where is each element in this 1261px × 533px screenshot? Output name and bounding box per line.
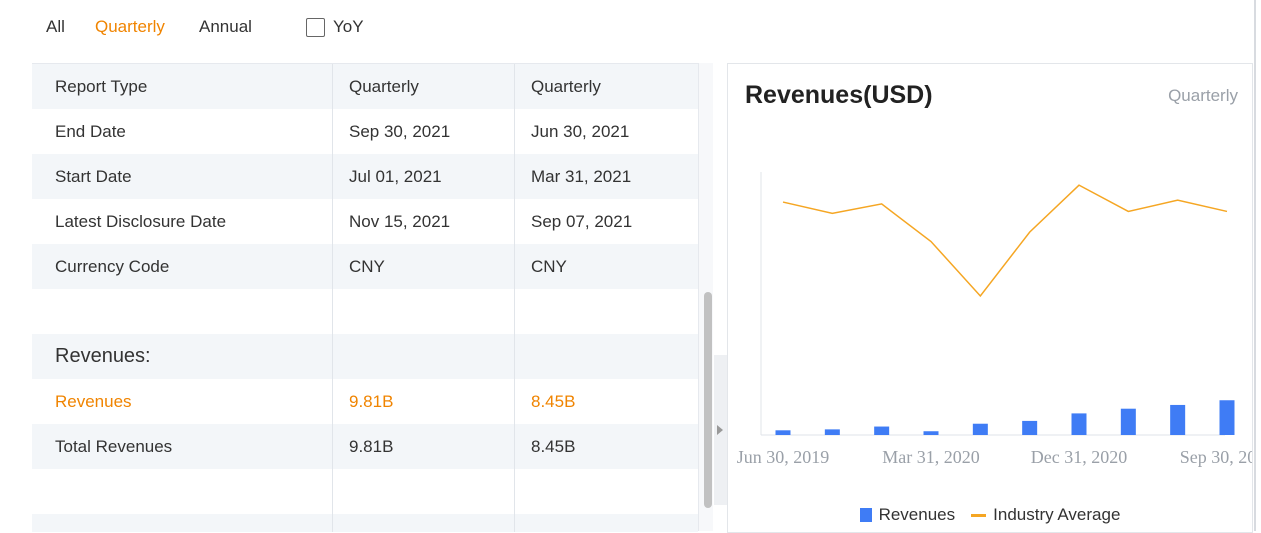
table-row[interactable]: Currency Code CNY CNY [32,244,698,289]
legend-revenues-label: Revenues [878,505,956,524]
yoy-checkbox[interactable] [306,17,325,37]
value-q1: Jul 01, 2021 [333,154,515,199]
revenue-bar [1022,420,1038,435]
row-label [32,469,333,514]
value-q2: 8.45B [531,391,576,411]
row-label: Revenues [32,379,333,424]
x-tick-label: Jun 30, 2019 [737,447,830,467]
row-label [32,289,333,334]
value-q1 [333,289,515,334]
revenue-bar [972,423,988,435]
revenue-bar [874,426,890,435]
row-label: Latest Disclosure Date [32,199,333,244]
row-label: Revenues: [32,334,333,379]
table-row[interactable]: Revenues 9.81B 8.45B [32,379,698,424]
bar-swatch-icon [859,508,872,522]
legend-revenues[interactable]: Revenues [859,505,956,525]
table-row[interactable]: Start Date Jul 01, 2021 Mar 31, 2021 [32,154,698,199]
financial-table: Report Type Quarterly Quarterly End Date Sep… [32,63,698,532]
revenue-bar [1170,404,1186,435]
revenue-bar [923,431,939,435]
table-row[interactable]: Revenues: [32,334,698,379]
value-q1: 9.81B [333,424,515,469]
yoy-label: YoY [333,17,364,36]
chart-panel: Revenues(USD) Quarterly Jun 30, 2019 Mar … [727,63,1253,533]
value-q1: Nov 15, 2021 [333,199,515,244]
yoy-toggle[interactable]: YoY [306,17,364,37]
tab-all[interactable]: All [46,17,65,36]
revenue-bar [1120,408,1136,435]
window-edge [1254,0,1256,531]
row-label: Total Revenues [32,424,333,469]
value-q2: Mar 31, 2021 [531,166,632,186]
value-q2: Sep 07, 2021 [531,211,633,231]
value-q2 [515,514,698,532]
value-q1 [333,514,515,532]
table-row[interactable]: Report Type Quarterly Quarterly [32,64,698,109]
value-q2 [515,289,698,334]
legend-industry-average[interactable]: Industry Average [971,505,1120,525]
row-label: Currency Code [32,244,333,289]
chart-legend: Revenues Industry Average [728,505,1252,525]
table-row[interactable]: Latest Disclosure Date Nov 15, 2021 Sep 07… [32,199,698,244]
table-scrollbar-thumb[interactable] [704,292,712,508]
revenue-bar [824,429,840,435]
row-label: Start Date [32,154,333,199]
value-q1: CNY [333,244,515,289]
value-q1: Sep 30, 2021 [333,109,515,154]
tab-quarterly[interactable]: Quarterly [95,17,165,36]
chart-period-label: Quarterly [1168,86,1238,105]
value-q1 [333,469,515,514]
value-q1 [333,334,515,379]
value-q2 [515,334,698,379]
chart-title: Revenues(USD) [745,81,933,109]
legend-industry-average-label: Industry Average [993,505,1121,524]
line-swatch-icon [971,513,987,517]
table-row [32,514,698,532]
value-q2: 8.45B [531,436,576,456]
table-row [32,469,698,514]
revenue-bar [1219,400,1235,435]
value-q1: 9.81B [333,379,515,424]
revenue-bar [1071,413,1087,435]
x-tick-label: Mar 31, 2020 [882,447,980,467]
x-tick-label: Dec 31, 2020 [1031,447,1127,467]
table-row [32,289,698,334]
value-q1: Quarterly [333,64,515,109]
value-q2: Jun 30, 2021 [531,121,630,141]
value-q2: Quarterly [531,76,601,96]
period-tabs: All Quarterly Annual YoY [0,0,720,56]
table-row[interactable]: Total Revenues 9.81B 8.45B [32,424,698,469]
revenues-chart: Jun 30, 2019 Mar 31, 2020 Dec 31, 2020 Sep … [737,172,1252,467]
row-label [32,514,333,532]
row-label: Report Type [32,64,333,109]
revenue-bar [775,430,791,435]
panel-splitter[interactable] [714,355,728,505]
row-label: End Date [32,109,333,154]
table-row[interactable]: End Date Sep 30, 2021 Jun 30, 2021 [32,109,698,154]
collapse-arrow-icon[interactable] [717,425,723,435]
value-q2 [515,469,698,514]
value-q2: CNY [531,256,567,276]
industry-average-line [782,184,1228,298]
x-tick-label: Sep 30, 2021 [1180,447,1252,467]
tab-annual[interactable]: Annual [199,17,252,36]
